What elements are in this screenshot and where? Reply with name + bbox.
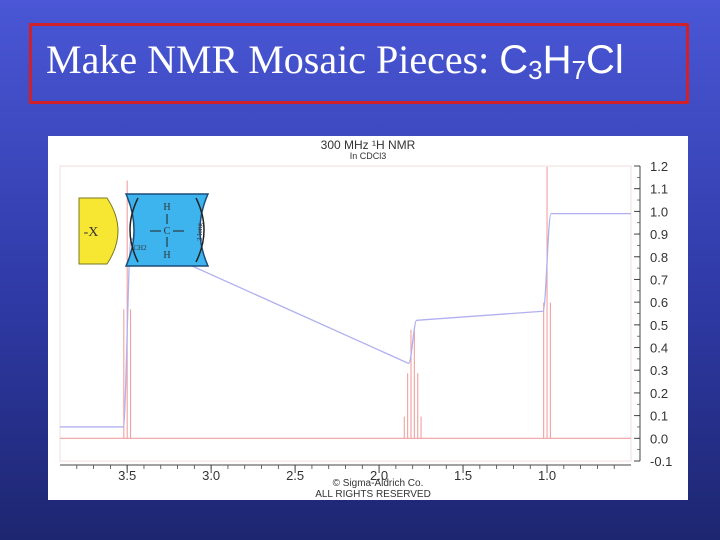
x-tick-label-3.5: 3.5 — [118, 468, 136, 483]
y-tick-label-0.9: 0.9 — [650, 227, 668, 242]
integral-curve — [60, 213, 631, 428]
piece-x-label: -X — [84, 225, 99, 240]
title-prefix: Make NMR Mosaic Pieces: — [46, 37, 490, 82]
y-tick-label-1.0: 1.0 — [650, 204, 668, 219]
slide-title: Make NMR Mosaic Pieces: C3H7Cl — [46, 36, 624, 85]
piece-h-top: H — [163, 202, 170, 213]
y-tick-label-0.0: 0.0 — [650, 431, 668, 446]
mosaic-piece-x[interactable]: -X — [77, 196, 131, 266]
y-tick-label-0.2: 0.2 — [650, 386, 668, 401]
spectrum-footer-2: ALL RIGHTS RESERVED — [315, 489, 431, 500]
spectrum-footer-1: © Sigma-Aldrich Co. — [333, 478, 424, 489]
x-tick-label-3.0: 3.0 — [202, 468, 220, 483]
y-tick-label--0.1: -0.1 — [650, 454, 672, 469]
y-tick-label-0.8: 0.8 — [650, 250, 668, 265]
x-tick-label-1.0: 1.0 — [538, 468, 556, 483]
piece-c: C — [164, 226, 171, 237]
y-tick-label-0.6: 0.6 — [650, 295, 668, 310]
y-tick-label-0.3: 0.3 — [650, 363, 668, 378]
formula: C3H7Cl — [499, 38, 624, 85]
x-tick-label-1.5: 1.5 — [454, 468, 472, 483]
spectrum-svg: 300 MHz ¹H NMR In CDCl3 3.5 3.0 2.5 2.0 1.5 1… — [59, 138, 672, 500]
spectrum-subheader: In CDCl3 — [350, 151, 387, 161]
plot-frame — [59, 165, 632, 462]
y-tick-label-1.1: 1.1 — [650, 182, 668, 197]
x-tick-label-2.5: 2.5 — [286, 468, 304, 483]
y-tick-label-1.2: 1.2 — [650, 159, 668, 174]
piece-ch-left: CH2 — [133, 244, 147, 252]
piece-h-bottom: H — [163, 250, 170, 261]
spectrum-header: 300 MHz ¹H NMR — [321, 138, 416, 152]
piece-ch-right: 3 long — [196, 223, 204, 241]
y-tick-label-0.1: 0.1 — [650, 409, 668, 424]
x-tick-label-2.0: 2.0 — [370, 468, 388, 483]
title-box: Make NMR Mosaic Pieces: C3H7Cl — [29, 23, 689, 104]
y-tick-label-0.5: 0.5 — [650, 318, 668, 333]
y-tick-label-0.4: 0.4 — [650, 341, 668, 356]
y-tick-label-0.7: 0.7 — [650, 272, 668, 287]
mosaic-piece-ch[interactable]: H C H CH2 3 long — [120, 190, 214, 270]
